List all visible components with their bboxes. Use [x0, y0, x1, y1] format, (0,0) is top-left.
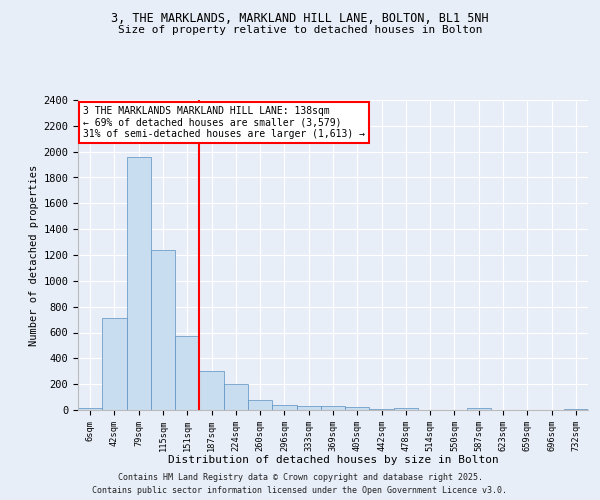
Bar [272, 405, 296, 410]
Bar [224, 384, 248, 410]
Bar [321, 406, 345, 410]
Bar [467, 408, 491, 410]
Bar [296, 406, 321, 410]
Text: 3, THE MARKLANDS, MARKLAND HILL LANE, BOLTON, BL1 5NH: 3, THE MARKLANDS, MARKLAND HILL LANE, BO… [111, 12, 489, 26]
Bar [78, 408, 102, 410]
X-axis label: Distribution of detached houses by size in Bolton: Distribution of detached houses by size … [167, 456, 499, 466]
Bar [345, 407, 370, 410]
Text: Size of property relative to detached houses in Bolton: Size of property relative to detached ho… [118, 25, 482, 35]
Bar [248, 400, 272, 410]
Bar [199, 370, 224, 410]
Text: Contains HM Land Registry data © Crown copyright and database right 2025.: Contains HM Land Registry data © Crown c… [118, 474, 482, 482]
Y-axis label: Number of detached properties: Number of detached properties [29, 164, 39, 346]
Text: Contains public sector information licensed under the Open Government Licence v3: Contains public sector information licen… [92, 486, 508, 495]
Bar [151, 250, 175, 410]
Bar [394, 408, 418, 410]
Bar [102, 318, 127, 410]
Bar [175, 336, 199, 410]
Text: 3 THE MARKLANDS MARKLAND HILL LANE: 138sqm
← 69% of detached houses are smaller : 3 THE MARKLANDS MARKLAND HILL LANE: 138s… [83, 106, 365, 140]
Bar [127, 157, 151, 410]
